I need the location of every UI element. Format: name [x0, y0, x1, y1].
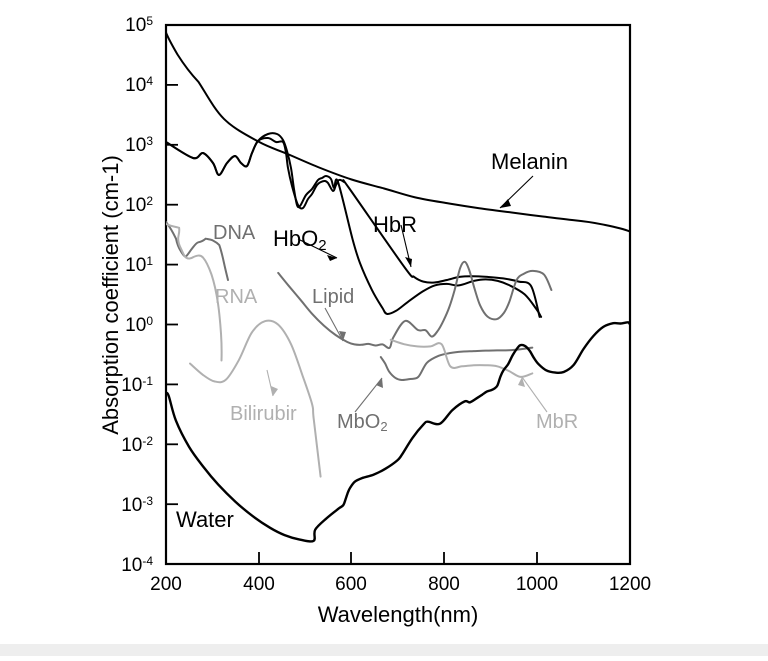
svg-text:Wavelength(nm): Wavelength(nm) — [318, 602, 479, 627]
svg-text:DNA: DNA — [213, 222, 256, 244]
svg-text:Lipid: Lipid — [312, 286, 354, 308]
svg-text:1200: 1200 — [609, 574, 651, 595]
svg-text:RNA: RNA — [215, 286, 258, 308]
svg-text:200: 200 — [150, 574, 182, 595]
svg-text:400: 400 — [243, 574, 275, 595]
svg-text:Melanin: Melanin — [491, 149, 568, 174]
svg-text:Bilirubir: Bilirubir — [230, 403, 297, 425]
svg-text:Water: Water — [176, 507, 234, 532]
svg-text:MbO2: MbO2 — [337, 411, 388, 434]
svg-text:1000: 1000 — [516, 574, 558, 595]
svg-text:Absorption coefficient (cm-1): Absorption coefficient (cm-1) — [98, 155, 123, 435]
svg-text:HbR: HbR — [373, 212, 417, 237]
svg-text:MbR: MbR — [536, 411, 578, 433]
svg-text:600: 600 — [335, 574, 367, 595]
svg-text:800: 800 — [428, 574, 460, 595]
